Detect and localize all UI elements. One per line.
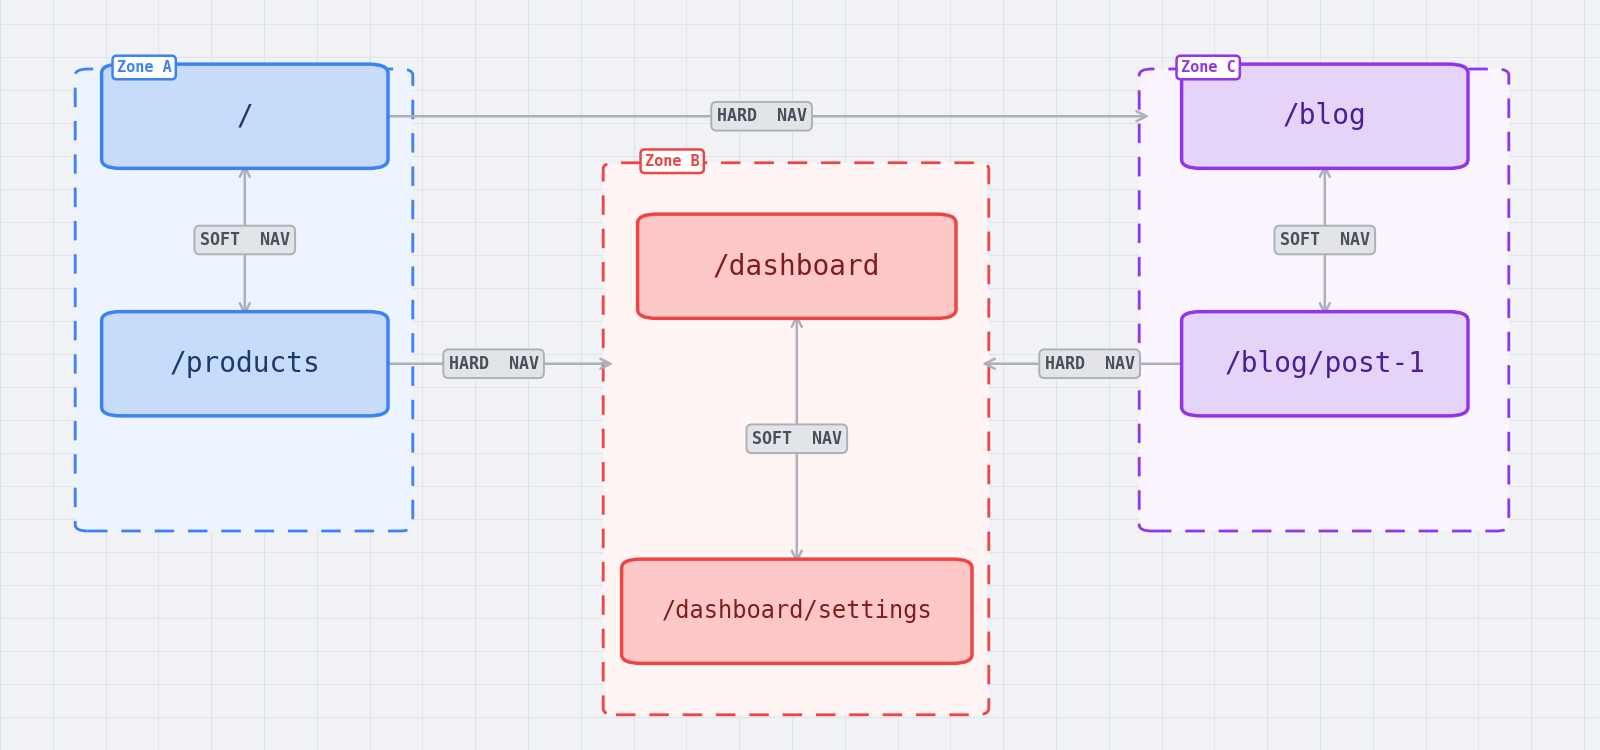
FancyBboxPatch shape (621, 560, 971, 664)
Text: /dashboard: /dashboard (714, 252, 880, 280)
Text: Zone C: Zone C (1181, 60, 1235, 75)
Text: HARD  NAV: HARD NAV (448, 355, 539, 373)
FancyBboxPatch shape (102, 312, 387, 416)
FancyBboxPatch shape (603, 163, 989, 715)
Text: Zone A: Zone A (117, 60, 171, 75)
Text: SOFT  NAV: SOFT NAV (200, 231, 290, 249)
Text: /blog/post-1: /blog/post-1 (1224, 350, 1426, 378)
FancyBboxPatch shape (1181, 312, 1469, 416)
FancyBboxPatch shape (102, 64, 387, 169)
Text: HARD  NAV: HARD NAV (717, 107, 806, 125)
Text: /: / (237, 102, 253, 130)
FancyBboxPatch shape (1181, 64, 1469, 169)
Text: SOFT  NAV: SOFT NAV (752, 430, 842, 448)
Text: SOFT  NAV: SOFT NAV (1280, 231, 1370, 249)
Text: /products: /products (170, 350, 320, 378)
FancyBboxPatch shape (1139, 69, 1509, 531)
Text: HARD  NAV: HARD NAV (1045, 355, 1134, 373)
Text: /blog: /blog (1283, 102, 1366, 130)
FancyBboxPatch shape (637, 214, 955, 318)
Text: Zone B: Zone B (645, 154, 699, 169)
FancyBboxPatch shape (75, 69, 413, 531)
Text: /dashboard/settings: /dashboard/settings (661, 599, 933, 623)
